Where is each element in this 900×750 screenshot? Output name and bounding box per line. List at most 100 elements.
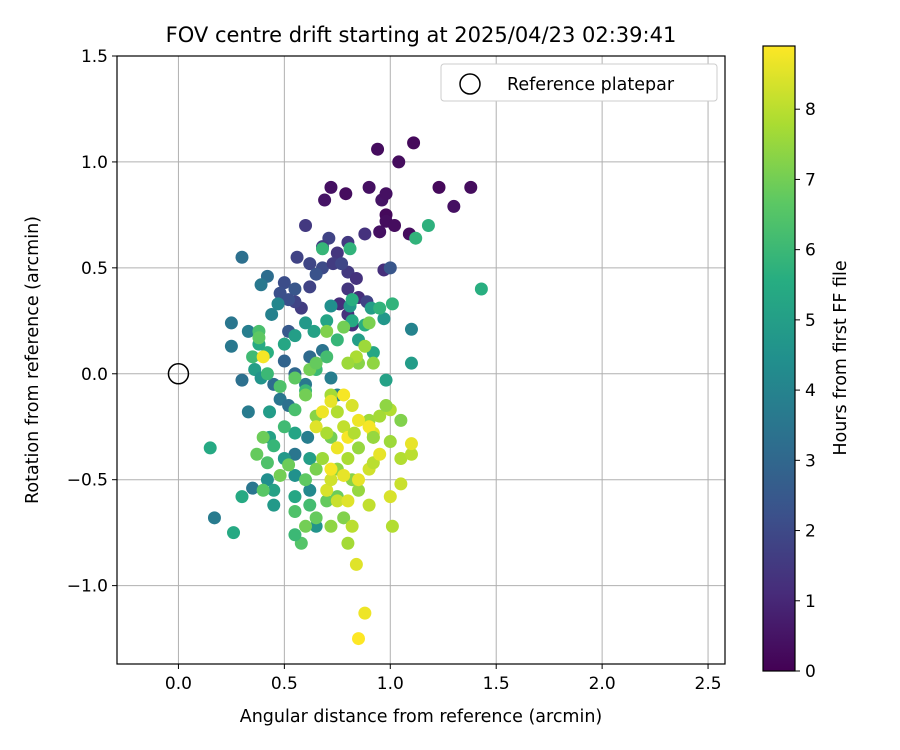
legend: Reference platepar xyxy=(440,63,718,102)
plot-frame xyxy=(116,55,726,665)
data-point xyxy=(383,435,397,449)
x-tick-label: 2.5 xyxy=(695,674,722,694)
data-point xyxy=(271,297,285,311)
data-point xyxy=(324,371,338,385)
data-point xyxy=(345,519,359,533)
data-point xyxy=(288,329,302,343)
data-point xyxy=(404,322,418,336)
data-point xyxy=(394,413,408,427)
data-point xyxy=(345,293,359,307)
data-point xyxy=(224,316,238,330)
data-point xyxy=(352,632,366,646)
data-point xyxy=(324,462,338,476)
data-point xyxy=(288,528,302,542)
data-point xyxy=(315,242,329,256)
data-point xyxy=(330,333,344,347)
data-points xyxy=(203,136,488,646)
data-point xyxy=(315,452,329,466)
x-tick-label: 0.5 xyxy=(271,674,298,694)
data-point xyxy=(335,257,349,271)
data-point xyxy=(337,320,351,334)
data-point xyxy=(394,477,408,491)
data-point xyxy=(299,519,313,533)
data-point xyxy=(358,227,372,241)
data-point xyxy=(320,494,334,508)
data-point xyxy=(407,136,421,150)
data-point xyxy=(337,468,351,482)
data-point xyxy=(288,504,302,518)
data-point xyxy=(324,394,338,408)
y-axis-label: Rotation from reference (arcmin) xyxy=(23,216,43,504)
data-point xyxy=(474,282,488,296)
data-point xyxy=(303,280,317,294)
x-tick-label: 1.5 xyxy=(483,674,510,694)
data-point xyxy=(277,420,291,434)
colorbar-tick-label: 8 xyxy=(805,100,816,120)
data-point xyxy=(260,456,274,470)
data-point xyxy=(203,441,217,455)
data-point xyxy=(309,420,323,434)
data-point xyxy=(299,316,313,330)
data-point xyxy=(309,511,323,525)
y-axis-ticks: −1.0 −0.5 0.0 0.5 1.0 1.5 xyxy=(67,47,117,597)
data-point xyxy=(299,388,313,402)
data-point xyxy=(352,483,366,497)
data-point xyxy=(235,373,249,387)
data-point xyxy=(246,481,260,495)
x-tick-label: 0.0 xyxy=(165,674,192,694)
data-point xyxy=(324,299,338,313)
data-point xyxy=(392,155,406,169)
x-axis-ticks: 0.0 0.5 1.0 1.5 2.0 2.5 xyxy=(165,664,722,694)
data-point xyxy=(379,399,393,413)
y-tick-label: −1.0 xyxy=(67,577,108,597)
data-point xyxy=(320,324,334,338)
data-point xyxy=(337,420,351,434)
data-point xyxy=(349,271,363,285)
data-point xyxy=(409,231,423,245)
data-point xyxy=(345,399,359,413)
data-point xyxy=(288,403,302,417)
x-axis-label: Angular distance from reference (arcmin) xyxy=(240,707,603,727)
data-point xyxy=(207,511,221,525)
data-point xyxy=(320,483,334,497)
data-point xyxy=(330,441,344,455)
data-point xyxy=(303,452,317,466)
data-point xyxy=(352,473,366,487)
colorbar-tick-label: 0 xyxy=(805,662,816,682)
data-point xyxy=(347,426,361,440)
data-point xyxy=(358,339,372,353)
data-point xyxy=(341,452,355,466)
x-tick-label: 2.0 xyxy=(589,674,616,694)
data-point xyxy=(339,187,353,201)
data-point xyxy=(260,367,274,381)
data-point xyxy=(379,373,393,387)
data-point xyxy=(432,180,446,194)
data-point xyxy=(267,498,281,512)
data-point xyxy=(288,468,302,482)
data-point xyxy=(277,354,291,368)
colorbar-tick-label: 2 xyxy=(805,522,816,542)
data-point xyxy=(303,483,317,497)
data-point xyxy=(379,187,393,201)
data-point xyxy=(341,494,355,508)
data-point xyxy=(404,356,418,370)
colorbar-tick-label: 6 xyxy=(805,241,816,261)
y-tick-label: 0.5 xyxy=(81,259,108,279)
y-tick-label: −0.5 xyxy=(67,471,108,491)
colorbar: 0 1 2 3 4 5 6 7 8 Hours from first FF file xyxy=(762,45,851,682)
data-point xyxy=(256,350,270,364)
data-point xyxy=(273,379,287,393)
data-point xyxy=(288,447,302,461)
data-point xyxy=(358,606,372,620)
data-point xyxy=(267,483,281,497)
data-point xyxy=(288,282,302,296)
data-point xyxy=(282,458,296,472)
data-point xyxy=(288,371,302,385)
data-point xyxy=(330,494,344,508)
data-point xyxy=(309,267,323,281)
colorbar-tick-label: 1 xyxy=(805,592,816,612)
data-point xyxy=(394,452,408,466)
data-point xyxy=(256,483,270,497)
data-point xyxy=(377,312,391,326)
